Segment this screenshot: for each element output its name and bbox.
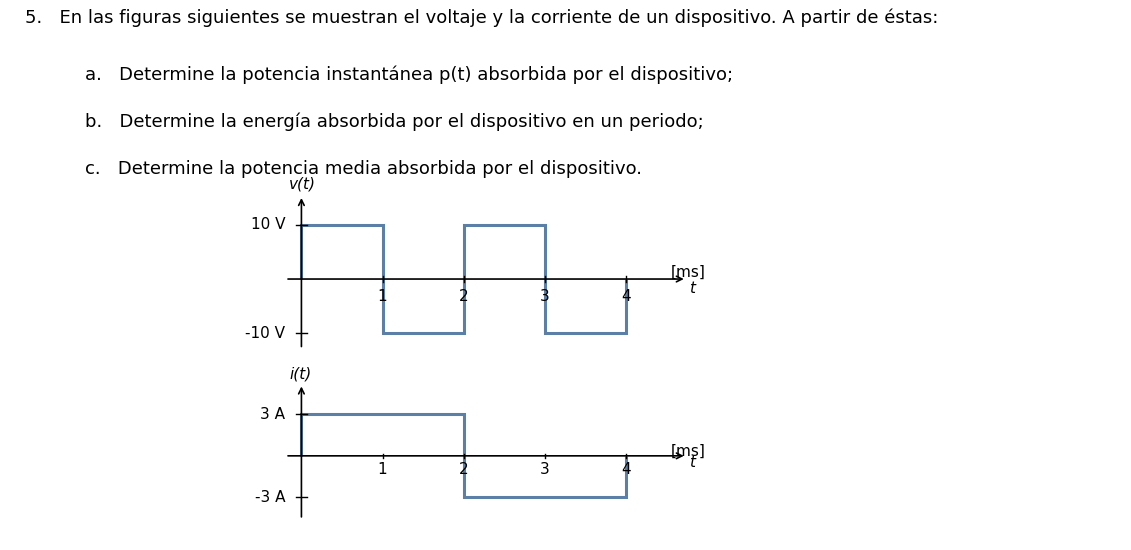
Text: c.   Determine la potencia media absorbida por el dispositivo.: c. Determine la potencia media absorbida… xyxy=(85,160,641,178)
Text: 3: 3 xyxy=(539,289,550,304)
Text: 3 A: 3 A xyxy=(260,406,285,422)
Text: i(t): i(t) xyxy=(290,367,311,382)
Text: v(t): v(t) xyxy=(290,177,317,191)
Text: [ms]: [ms] xyxy=(671,443,706,459)
Text: [ms]: [ms] xyxy=(671,265,706,280)
Text: t: t xyxy=(689,281,696,296)
Text: a.   Determine la potencia instantánea p(t) absorbida por el dispositivo;: a. Determine la potencia instantánea p(t… xyxy=(85,66,733,85)
Text: 2: 2 xyxy=(459,462,468,477)
Text: 1: 1 xyxy=(378,289,387,304)
Text: 4: 4 xyxy=(621,462,631,477)
Text: -10 V: -10 V xyxy=(245,326,285,340)
Text: 5.   En las figuras siguientes se muestran el voltaje y la corriente de un dispo: 5. En las figuras siguientes se muestran… xyxy=(25,8,939,27)
Text: 10 V: 10 V xyxy=(251,217,285,233)
Text: 2: 2 xyxy=(459,289,468,304)
Text: 1: 1 xyxy=(378,462,387,477)
Text: 4: 4 xyxy=(621,289,631,304)
Text: 3: 3 xyxy=(539,462,550,477)
Text: b.   Determine la energía absorbida por el dispositivo en un periodo;: b. Determine la energía absorbida por el… xyxy=(85,113,703,131)
Text: t: t xyxy=(689,455,696,470)
Text: -3 A: -3 A xyxy=(254,490,285,505)
